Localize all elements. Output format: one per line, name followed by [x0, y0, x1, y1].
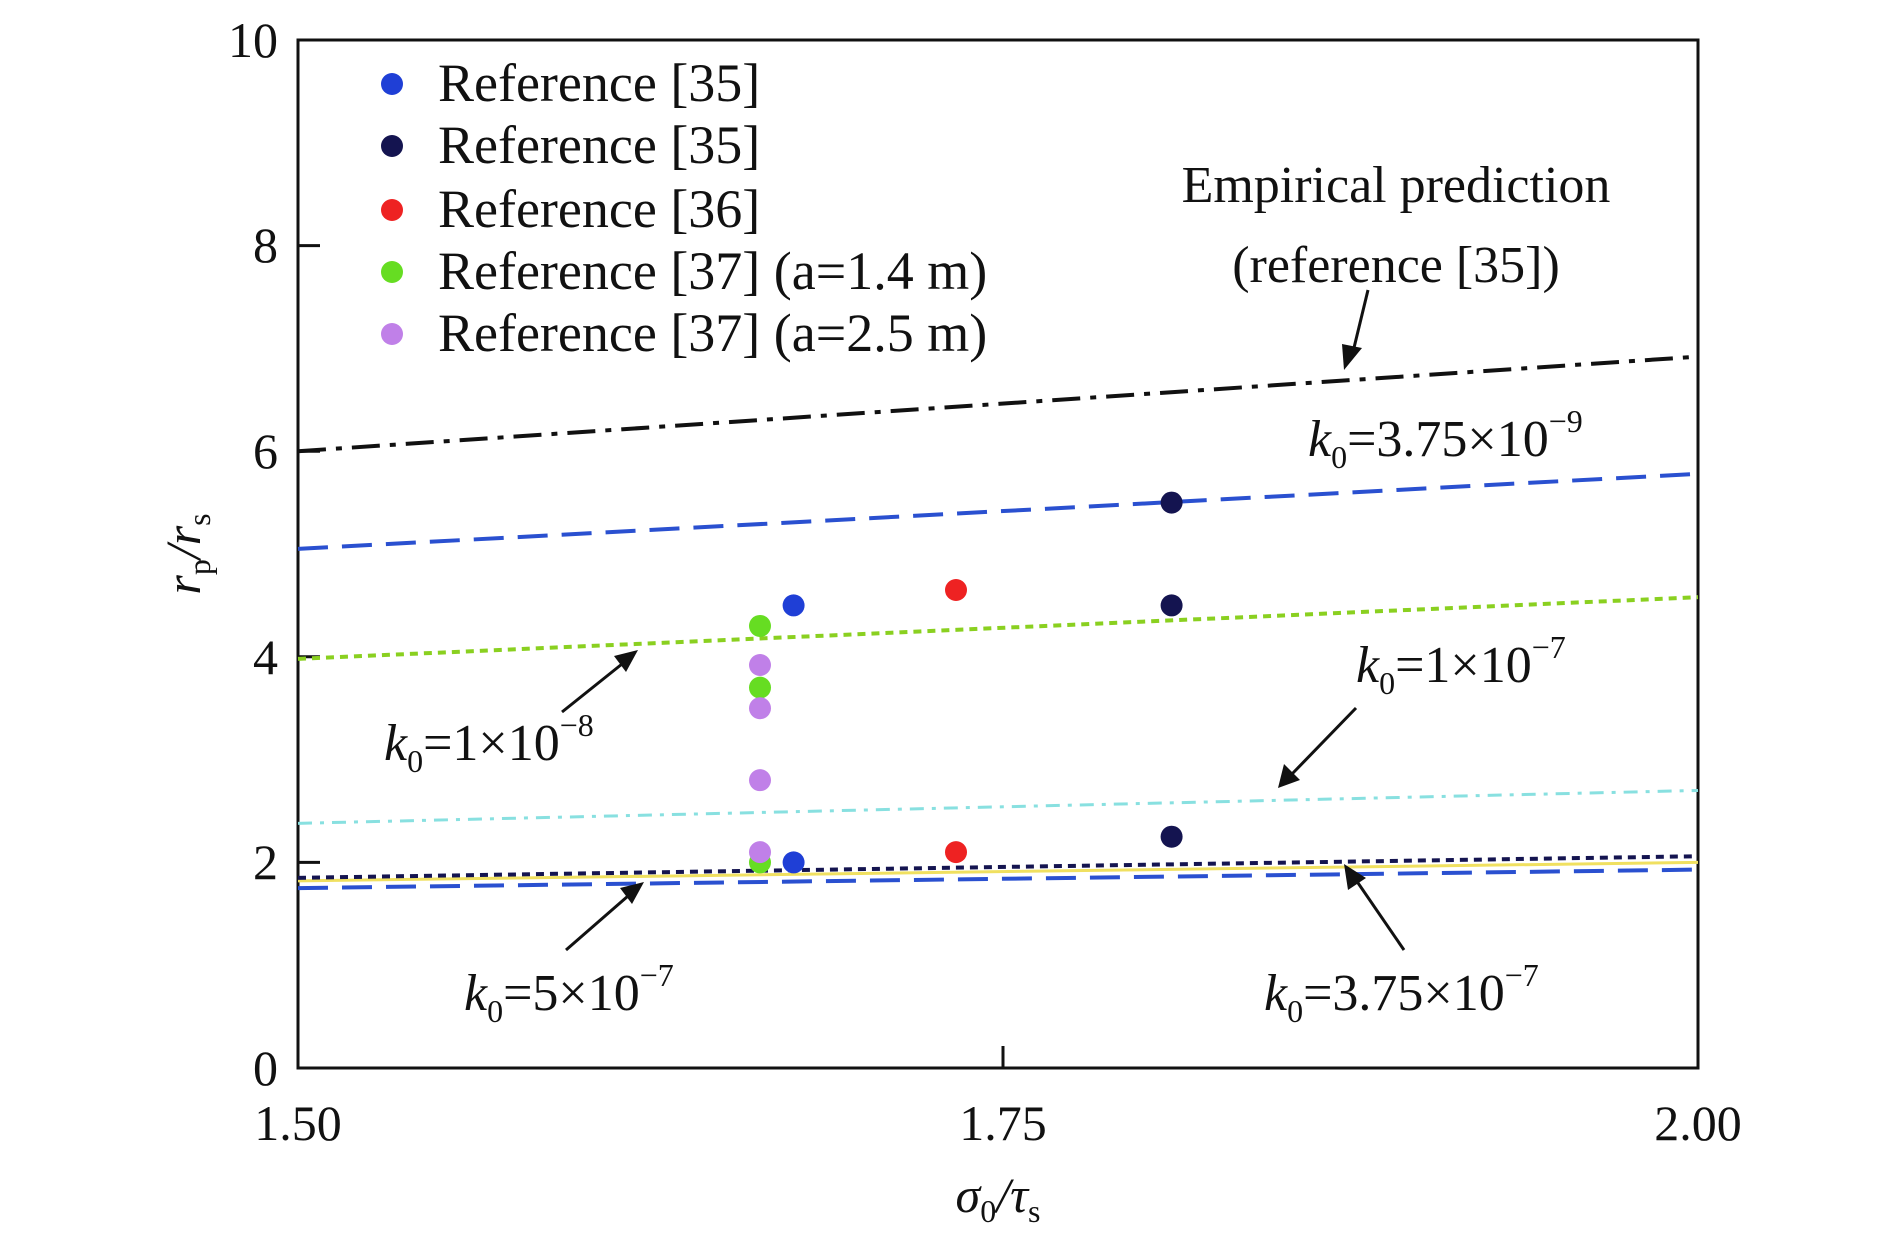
scatter-point-series-4: [749, 654, 771, 677]
y-tick-label: 0: [253, 1040, 278, 1096]
scatter-point-series-4: [749, 841, 771, 864]
annotation-arrowhead-empirical: [1342, 344, 1362, 370]
legend-marker-ref35-navy: [381, 135, 403, 157]
annotation-arrowhead-k0-1e-8: [614, 650, 638, 672]
scatter-point-series-0: [782, 851, 805, 874]
legend-marker-ref37-a25: [381, 323, 403, 345]
annotation-empirical-line2: (reference [35]): [1232, 237, 1560, 294]
legend: Reference [35] Reference [35] Reference …: [381, 53, 987, 363]
x-tick-label: 2.00: [1654, 1095, 1742, 1151]
annotation-arrow-k0-3.75e-7: [1354, 879, 1406, 951]
plot-area-frame: [296, 38, 1700, 1070]
scatter-point-series-1: [1160, 491, 1183, 514]
x-tick-label: 1.50: [254, 1095, 342, 1151]
legend-marker-ref35-blue: [381, 73, 403, 95]
scatter-point-series-3: [749, 676, 771, 699]
x-axis: 1.50 1.75 2.00: [254, 1046, 1742, 1151]
annotation-arrowhead-k0-3.75e-7: [1344, 864, 1366, 890]
line-k0-3.75e-9: [297, 471, 1699, 551]
annotations: Empirical prediction (reference [35]) k0…: [384, 157, 1610, 1029]
annotation-k0-1e-8: k0=1×10−8: [384, 707, 594, 779]
legend-marker-ref36: [381, 199, 403, 221]
annotation-k0-3.75e-7: k0=3.75×10−7: [1264, 957, 1539, 1029]
y-axis-label: rp/rs: [155, 513, 217, 594]
line-k0-3.75e-7: [297, 867, 1699, 891]
scatter-point-series-4: [749, 697, 771, 720]
y-axis: 0 2 4 6 8 10: [228, 12, 320, 1096]
annotation-k0-5e-7: k0=5×10−7: [464, 957, 674, 1029]
legend-label-ref36: Reference [36]: [438, 179, 760, 239]
legend-label-ref35-navy: Reference [35]: [438, 115, 760, 175]
line-series-group: [297, 354, 1699, 891]
annotation-arrow-k0-1e-8: [561, 662, 623, 714]
annotation-arrow-k0-5e-7: [565, 894, 629, 952]
legend-label-ref37-a25: Reference [37] (a=2.5 m): [438, 303, 987, 363]
scatter-point-series-0: [782, 594, 805, 617]
line-k0-5e-7: [297, 860, 1699, 883]
y-tick-label: 4: [253, 629, 278, 685]
annotation-arrow-empirical: [1350, 289, 1370, 357]
scatter-points-group: [749, 491, 1183, 874]
line-k0-1e-8: [297, 595, 1699, 661]
scatter-point-series-2: [945, 578, 967, 601]
line-k0-5e-7-dark: [297, 854, 1699, 880]
scatter-point-series-1: [1160, 594, 1183, 617]
annotation-k0-1e-7: k0=1×10−7: [1356, 629, 1566, 701]
legend-marker-ref37-a14: [381, 261, 403, 283]
annotation-arrowhead-k0-5e-7: [620, 882, 644, 904]
legend-label-ref37-a14: Reference [37] (a=1.4 m): [438, 241, 987, 301]
y-tick-label: 8: [253, 217, 278, 273]
annotation-arrow-k0-1e-7: [1290, 706, 1358, 776]
scatter-point-series-2: [945, 841, 967, 864]
y-tick-label: 6: [253, 423, 278, 479]
annotation-k0-3.75e-9: k0=3.75×10−9: [1308, 403, 1583, 475]
x-axis-label: σ0/τs: [956, 1167, 1041, 1229]
annotation-arrowhead-k0-1e-7: [1278, 764, 1300, 788]
line-empirical: [297, 354, 1699, 454]
scatter-point-series-1: [1160, 825, 1183, 848]
y-tick-label: 2: [253, 834, 278, 890]
legend-label-ref35-blue: Reference [35]: [438, 53, 760, 113]
scatter-point-series-4: [749, 769, 771, 792]
annotation-empirical-line1: Empirical prediction: [1182, 157, 1611, 214]
x-tick-label: 1.75: [959, 1095, 1047, 1151]
line-k0-1e-7: [297, 788, 1699, 825]
scatter-point-series-3: [749, 614, 771, 637]
y-tick-label: 10: [228, 12, 278, 68]
